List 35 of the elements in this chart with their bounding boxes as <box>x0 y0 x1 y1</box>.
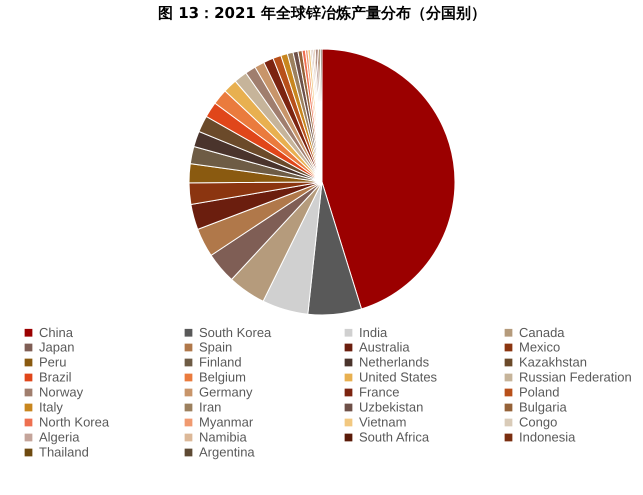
legend-label: Mexico <box>519 340 560 354</box>
legend-label: Uzbekistan <box>359 400 424 414</box>
legend-label: Norway <box>39 384 84 400</box>
legend-label: Peru <box>39 354 66 370</box>
legend-label: Congo <box>519 414 558 430</box>
legend-label: Indonesia <box>519 430 576 444</box>
legend-label: Japan <box>39 340 74 354</box>
chart-title: 图 13：2021 年全球锌冶炼产量分布（分国别） <box>158 4 486 22</box>
legend-label: Vietnam <box>359 414 406 430</box>
legend-label: Argentina <box>199 444 256 460</box>
legend-label: United States <box>359 370 438 384</box>
legend-label: Poland <box>519 384 560 400</box>
legend-label: Russian Federation <box>519 370 632 384</box>
legend-label: Thailand <box>39 444 89 460</box>
legend-label: Brazil <box>39 370 72 384</box>
legend-label: South Korea <box>199 324 272 340</box>
legend-label: Myanmar <box>199 414 254 430</box>
legend-label: Spain <box>199 340 232 354</box>
legend-label: Germany <box>199 384 253 400</box>
legend-label: Namibia <box>199 430 248 444</box>
legend-label: France <box>359 384 400 400</box>
legend-label: Netherlands <box>359 354 430 370</box>
legend-label: South Africa <box>359 430 430 444</box>
legend-label: Kazakhstan <box>519 354 587 370</box>
legend-label: Bulgaria <box>519 400 568 414</box>
legend-label: Iran <box>199 400 222 414</box>
legend-label: Belgium <box>199 370 246 384</box>
legend-label: North Korea <box>39 414 110 430</box>
legend-label: Canada <box>519 324 566 340</box>
legend-label: Finland <box>199 354 242 370</box>
legend-label: Italy <box>39 400 64 414</box>
legend-label: Algeria <box>39 430 80 444</box>
legend-label: India <box>359 324 388 340</box>
legend-label: China <box>39 324 74 340</box>
legend-label: Australia <box>359 340 410 354</box>
